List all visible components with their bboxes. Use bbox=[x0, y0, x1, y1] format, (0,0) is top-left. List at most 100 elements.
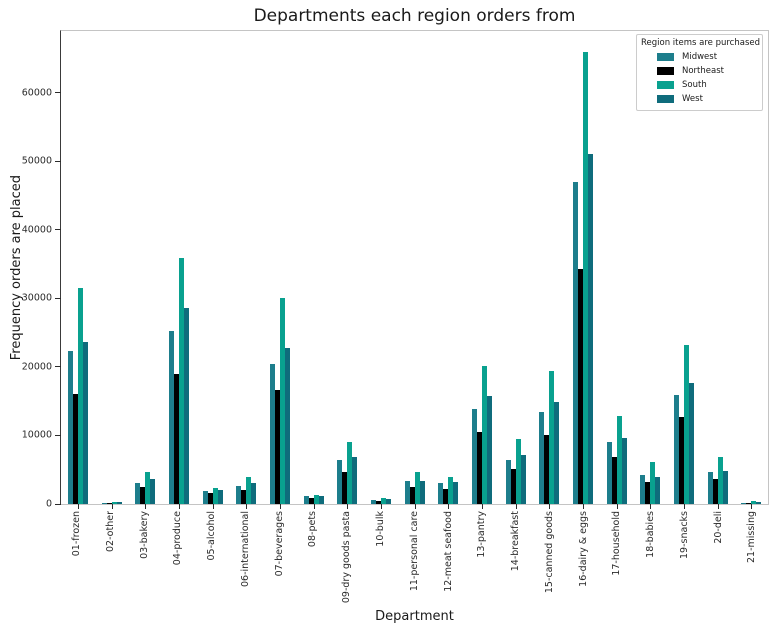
x-tick-label: 21-missing bbox=[746, 511, 758, 563]
x-tick-mark bbox=[650, 504, 652, 509]
bar-midwest-11-personal care bbox=[404, 480, 410, 504]
bar-west-14-breakfast bbox=[520, 455, 526, 504]
bar-group-02-other bbox=[95, 31, 129, 509]
bar-midwest-02-other bbox=[101, 502, 107, 504]
x-label-cell: 16-dairy & eggs bbox=[566, 511, 600, 609]
y-axis-label-text: Frequency orders are placed bbox=[8, 174, 24, 361]
bar-group-13-pantry bbox=[465, 31, 499, 509]
x-tick-label: 13-pantry bbox=[476, 511, 488, 558]
bar-south-20-deli bbox=[717, 457, 723, 504]
bar-midwest-09-dry goods pasta bbox=[337, 460, 343, 504]
legend-swatch-midwest bbox=[657, 53, 674, 61]
x-tick-label: 12-meat seafood bbox=[442, 511, 454, 592]
bar-west-11-personal care bbox=[419, 481, 425, 504]
x-tick-mark bbox=[616, 504, 618, 509]
legend-entry-west: West bbox=[641, 92, 758, 106]
bar-west-12-meat seafood bbox=[453, 481, 459, 504]
bar-west-07-beverages bbox=[284, 347, 290, 504]
y-tick-label: 40000 bbox=[21, 224, 52, 236]
bar-south-18-babies bbox=[650, 462, 656, 504]
x-axis-label: Department bbox=[375, 609, 454, 624]
y-tick-label: 30000 bbox=[21, 292, 52, 304]
bar-midwest-06-international bbox=[236, 486, 242, 504]
bar-northeast-07-beverages bbox=[274, 389, 280, 504]
legend-swatch-northeast bbox=[657, 67, 674, 75]
x-label-cell: 19-snacks bbox=[668, 511, 702, 609]
bar-midwest-08-pets bbox=[303, 496, 309, 504]
x-tick-label: 08-pets bbox=[307, 511, 319, 548]
plot-area: 0 10000 20000 30000 40000 50000 60000 bbox=[22, 30, 769, 510]
bar-west-03-bakery bbox=[150, 479, 156, 504]
y-tick-label: 0 bbox=[45, 498, 52, 510]
legend-label-south: South bbox=[682, 80, 707, 90]
bar-south-13-pantry bbox=[481, 366, 487, 504]
x-axis-labels: 01-frozen 02-other 03-bakery 04-produce 05-a… bbox=[60, 511, 769, 609]
y-tick-mark bbox=[55, 229, 61, 231]
x-tick-label: 03-bakery bbox=[138, 511, 150, 559]
legend-label-midwest: Midwest bbox=[682, 52, 718, 62]
x-label-cell: 08-pets bbox=[296, 511, 330, 609]
bar-west-13-pantry bbox=[486, 396, 492, 504]
legend-swatch-south bbox=[657, 81, 674, 89]
legend-label-northeast: Northeast bbox=[682, 66, 724, 76]
bar-south-08-pets bbox=[313, 494, 319, 504]
bar-midwest-04-produce bbox=[168, 330, 174, 504]
bar-west-04-produce bbox=[183, 307, 189, 504]
x-label-cell: 06-international bbox=[229, 511, 263, 609]
y-tick-label: 60000 bbox=[21, 87, 52, 99]
bar-midwest-07-beverages bbox=[269, 364, 275, 504]
bar-group-19-snacks bbox=[667, 31, 701, 509]
bar-group-16-dairy & eggs bbox=[566, 31, 600, 509]
x-tick-label: 15-canned goods bbox=[543, 511, 555, 594]
bar-midwest-15-canned goods bbox=[539, 412, 545, 504]
bar-south-12-meat seafood bbox=[448, 477, 454, 504]
y-tick-mark bbox=[55, 92, 61, 94]
bar-west-19-snacks bbox=[688, 382, 694, 504]
x-tick-mark bbox=[448, 504, 450, 509]
bar-south-11-personal care bbox=[414, 472, 420, 504]
bar-south-06-international bbox=[246, 477, 252, 504]
x-label-cell: 11-personal care bbox=[398, 511, 432, 609]
bar-midwest-18-babies bbox=[640, 475, 646, 504]
bar-midwest-01-frozen bbox=[67, 351, 73, 504]
x-tick-mark bbox=[414, 504, 416, 509]
x-label-cell: 01-frozen bbox=[60, 511, 94, 609]
x-tick-label: 19-snacks bbox=[678, 511, 690, 559]
bar-group-08-pets bbox=[297, 31, 331, 509]
bar-group-12-meat seafood bbox=[431, 31, 465, 509]
x-label-cell: 18-babies bbox=[634, 511, 668, 609]
x-label-cell: 20-deli bbox=[702, 511, 736, 609]
x-label-cell: 15-canned goods bbox=[533, 511, 567, 609]
bar-south-03-bakery bbox=[145, 471, 151, 504]
bar-group-05-alcohol bbox=[196, 31, 230, 509]
x-tick-mark bbox=[246, 504, 248, 509]
x-tick-label: 05-alcohol bbox=[206, 511, 218, 561]
bar-northeast-09-dry goods pasta bbox=[342, 471, 348, 504]
bar-west-06-international bbox=[251, 483, 257, 504]
legend-entry-south: South bbox=[641, 78, 758, 92]
y-tick-mark bbox=[55, 297, 61, 299]
bar-group-20-deli bbox=[701, 31, 735, 509]
bar-west-08-pets bbox=[318, 496, 324, 504]
bar-west-18-babies bbox=[655, 476, 661, 504]
bar-west-10-bulk bbox=[385, 499, 391, 504]
bar-group-15-canned goods bbox=[532, 31, 566, 509]
bar-south-04-produce bbox=[178, 257, 184, 504]
bar-south-14-breakfast bbox=[515, 439, 521, 504]
x-tick-label: 18-babies bbox=[645, 511, 657, 558]
bar-west-09-dry goods pasta bbox=[352, 456, 358, 504]
bar-south-21-missing bbox=[751, 500, 757, 504]
bar-northeast-01-frozen bbox=[72, 393, 78, 504]
legend-entry-midwest: Midwest bbox=[641, 50, 758, 64]
x-tick-mark bbox=[279, 504, 281, 509]
x-tick-label: 09-dry goods pasta bbox=[341, 511, 353, 604]
bar-northeast-05-alcohol bbox=[207, 493, 213, 504]
bar-northeast-04-produce bbox=[173, 373, 179, 504]
bar-northeast-15-canned goods bbox=[544, 435, 550, 504]
bar-south-02-other bbox=[111, 501, 117, 504]
y-tick-mark bbox=[55, 366, 61, 368]
bar-midwest-20-deli bbox=[707, 471, 713, 504]
bar-northeast-21-missing bbox=[746, 502, 752, 504]
y-tick-label: 50000 bbox=[21, 155, 52, 167]
bar-northeast-11-personal care bbox=[409, 487, 415, 504]
